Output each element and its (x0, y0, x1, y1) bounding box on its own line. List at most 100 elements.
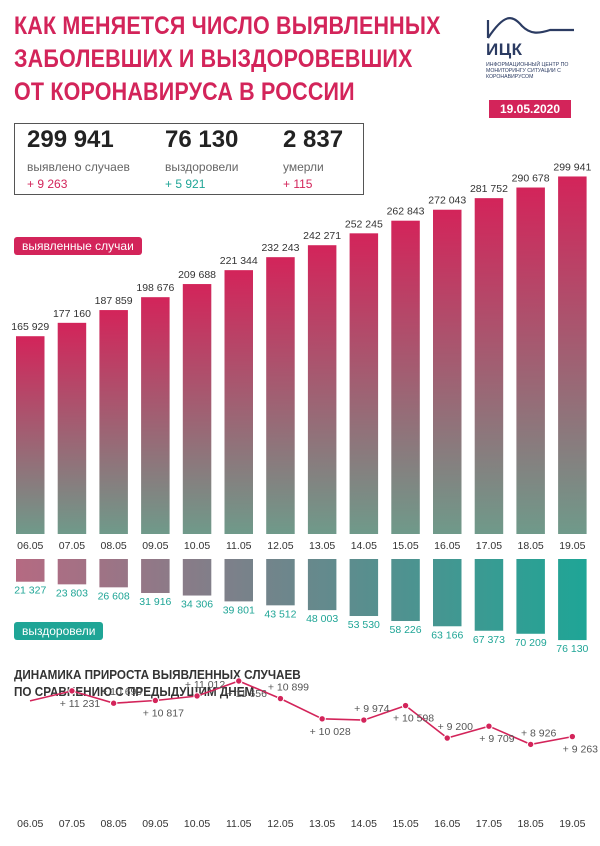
recovered-bar (516, 559, 545, 634)
recovered-bar (433, 559, 462, 627)
dynamics-date-tick-label: 17.05 (476, 818, 502, 830)
dynamics-date-tick-label: 14.05 (351, 818, 377, 830)
cases-bar-label: 242 271 (303, 230, 341, 242)
dynamics-date-tick-label: 08.05 (101, 818, 127, 830)
recovered-bar (266, 559, 295, 606)
stat-cases-label: выявлено случаев (27, 160, 130, 174)
recovered-bar-label: 70 209 (515, 637, 547, 649)
cases-bar-label: 272 043 (428, 195, 466, 207)
cases-bar-label: 232 243 (261, 242, 299, 254)
dynamics-date-tick-label: 10.05 (184, 818, 210, 830)
recovered-bar-label: 23 803 (56, 587, 88, 599)
recovered-bar-label: 76 130 (556, 643, 588, 655)
cases-bar (558, 176, 587, 534)
increase-point (568, 732, 577, 741)
cases-bar (474, 198, 504, 534)
increase-point-label: + 11 012 (185, 679, 226, 691)
dynamics-date-tick-label: 18.05 (518, 818, 544, 830)
recovered-bar-label: 58 226 (389, 624, 421, 636)
recovered-bar (558, 559, 587, 641)
dynamics-date-tick-label: 06.05 (17, 818, 43, 830)
cases-bar-label: 198 676 (136, 282, 174, 294)
increase-point (193, 692, 201, 700)
increase-point-label: + 9 263 (563, 744, 598, 756)
cases-bar (141, 297, 170, 534)
cases-bar (16, 336, 45, 534)
recovered-bar-label: 31 916 (139, 596, 171, 608)
cases-bar (99, 310, 128, 534)
recovered-bar (141, 559, 170, 593)
cases-bar (224, 270, 253, 534)
increase-point (485, 722, 493, 730)
cases-series-label: выявленные случаи (14, 237, 142, 255)
cases-bar-label: 299 941 (553, 161, 591, 173)
stat-cases-value: 299 941 (27, 126, 114, 153)
increase-point (235, 677, 243, 685)
cases-bar (433, 209, 462, 535)
date-tick-label: 17.05 (476, 540, 502, 552)
dynamics-date-tick-label: 19.05 (559, 818, 585, 830)
date-tick-label: 19.05 (559, 540, 585, 552)
logo-name: ИЦК (486, 40, 523, 59)
increase-point (68, 687, 76, 695)
date-tick-label: 11.05 (226, 540, 252, 552)
recovered-bar (99, 559, 128, 588)
increase-point (318, 715, 326, 723)
cases-bar-label: 165 929 (11, 321, 49, 333)
title-line-3: ОТ КОРОНАВИРУСА В РОССИИ (14, 78, 355, 106)
recovered-bar-label: 39 801 (223, 604, 255, 616)
increase-point-label: + 10 899 (268, 682, 309, 694)
date-tick-label: 08.05 (101, 540, 127, 552)
increase-point (109, 699, 118, 707)
summary-box: 299 941 выявлено случаев + 9 263 76 130 … (14, 123, 364, 195)
increase-point (443, 734, 451, 742)
cases-bar-label: 209 688 (178, 269, 216, 281)
date-tick-label: 12.05 (267, 540, 293, 552)
cases-bar (266, 257, 295, 534)
recovered-bar-label: 26 608 (98, 590, 130, 602)
cases-bar-label: 187 859 (95, 295, 133, 307)
dynamics-date-tick-label: 11.05 (226, 818, 252, 830)
date-tick-label: 16.05 (434, 540, 460, 552)
increase-point (526, 740, 535, 749)
recovered-bar-label: 43 512 (264, 608, 296, 620)
title-line-1: КАК МЕНЯЕТСЯ ЧИСЛО ВЫЯВЛЕННЫХ (14, 12, 441, 40)
recovered-bar (391, 559, 420, 622)
recovered-bar-label: 34 306 (181, 599, 213, 611)
increase-point-label: + 11 231 (60, 698, 101, 710)
recovered-bar (182, 559, 212, 596)
increase-line (29, 680, 573, 746)
recovered-bar (307, 559, 337, 611)
increase-point-label: + 8 926 (521, 727, 556, 739)
cases-bar (182, 284, 212, 534)
recovered-series-label: выздоровели (14, 622, 104, 640)
stat-deaths-delta: + 115 (283, 177, 313, 191)
stat-cases-delta: + 9 263 (27, 177, 68, 191)
increase-point-label: + 10 817 (143, 707, 184, 719)
recovered-bar (474, 559, 504, 631)
increase-point-label: + 11 656 (227, 688, 268, 700)
date-tick-label: 07.05 (59, 540, 85, 552)
date-tick-label: 13.05 (309, 540, 335, 552)
page-title: КАК МЕНЯЕТСЯ ЧИСЛО ВЫЯВЛЕННЫХ ЗАБОЛЕВШИХ… (14, 10, 441, 109)
cases-bar-label: 177 160 (53, 308, 91, 320)
cases-bar-label: 221 344 (220, 255, 258, 267)
title-line-2: ЗАБОЛЕВШИХ И ВЫЗДОРОВЕВШИХ (14, 45, 413, 73)
increase-point-label: + 10 598 (393, 713, 434, 725)
logo-wave-icon (486, 17, 574, 39)
stat-recovered-value: 76 130 (165, 126, 239, 153)
recovered-bar-label: 21 327 (14, 585, 46, 597)
recovered-bar-label: 48 003 (306, 613, 338, 625)
cases-bar-label: 281 752 (470, 183, 508, 195)
logo-subtitle: ИНФОРМАЦИОННЫЙ ЦЕНТР ПО МОНИТОРИНГУ СИТУ… (486, 62, 569, 81)
cases-bar (349, 233, 379, 534)
increase-point (360, 716, 368, 724)
date-tick-label: 10.05 (184, 540, 210, 552)
cases-bar-label: 252 245 (345, 218, 383, 230)
dynamics-date-tick-label: 15.05 (392, 818, 418, 830)
dynamics-date-tick-label: 12.05 (267, 818, 293, 830)
dynamics-date-tick-label: 16.05 (434, 818, 460, 830)
cases-bar-label: 290 678 (512, 173, 550, 185)
dynamics-date-tick-label: 09.05 (142, 818, 168, 830)
